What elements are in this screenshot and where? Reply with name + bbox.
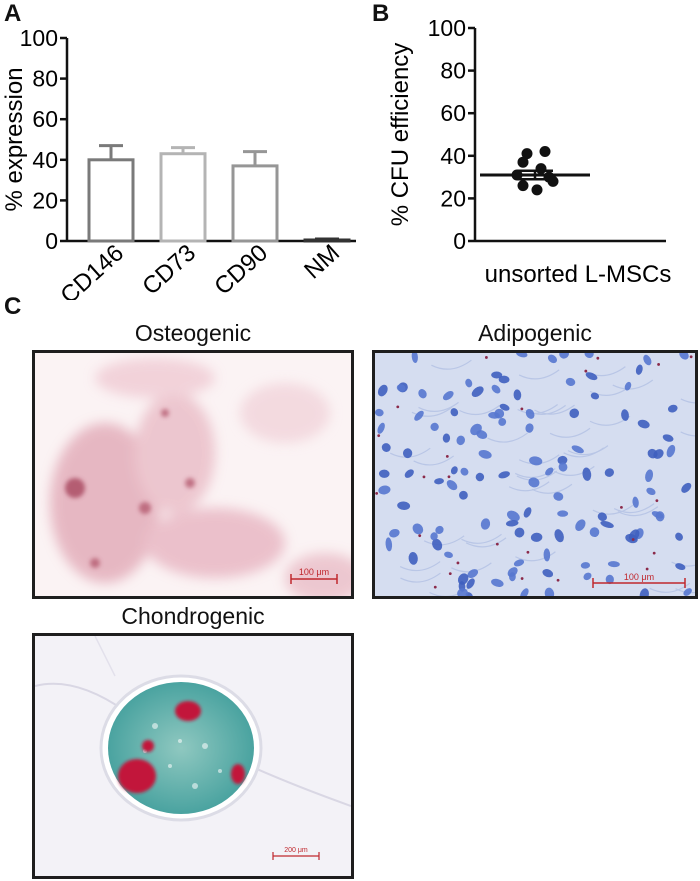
y-tick-label: 60 [440,100,466,126]
expression-bar-chart: 0 20 40 60 80 100 % expression CD146 CD73 CD90 NM [1,25,356,300]
chondrogenic-micrograph: 200 μm [32,633,354,879]
y-axis-label: % expression [1,67,28,211]
data-point [539,146,551,158]
y-tick-label: 40 [440,143,466,169]
data-point [531,184,543,196]
panel-label-a: A [4,0,22,27]
adipogenic-title: Adipogenic [478,320,592,346]
data-point [521,148,533,160]
osteogenic-title: Osteogenic [134,320,252,346]
bar-cd73 [159,152,207,243]
x-tick-label-nm: NM [299,239,345,284]
y-tick-label: 80 [440,58,466,84]
y-tick-label: 20 [440,185,466,211]
y-tick-label: 100 [428,15,466,41]
chondrogenic-scale-bar: 200 μm [284,847,308,854]
panel-label-c: C [4,293,22,320]
adipogenic-scale-bar: 100 μm [624,572,654,582]
x-category-label: unsorted L-MSCs [485,261,672,288]
x-tick-label-cd90: CD90 [209,239,273,300]
osteogenic-scale-bar: 100 μm [299,567,329,577]
adipogenic-micrograph: 100 μm [372,350,698,599]
y-tick-label: 80 [32,66,58,92]
cfu-efficiency-dot-plot: 0 20 40 60 80 100 % CFU efficiency unsorted L-M… [387,15,672,288]
chondrogenic-title: Chondrogenic [121,603,265,629]
y-tick-label: 0 [45,228,58,254]
y-tick-label: 60 [32,106,58,132]
y-tick-label: 40 [32,147,58,173]
panel-label-b: B [372,0,390,27]
data-point [517,180,529,192]
y-tick-label: 0 [453,228,466,254]
data-point [547,175,559,187]
x-tick-label-cd73: CD73 [137,239,201,300]
y-axis-label: % CFU efficiency [387,43,414,227]
data-point [517,156,529,168]
osteogenic-micrograph: 100 μm [32,350,354,599]
bar-cd146 [87,158,135,243]
bar-cd90 [231,164,279,243]
data-point [535,163,547,175]
x-tick-label-cd146: CD146 [55,239,129,300]
y-tick-label: 100 [20,25,58,51]
y-tick-label: 20 [32,187,58,213]
data-point [511,169,523,181]
